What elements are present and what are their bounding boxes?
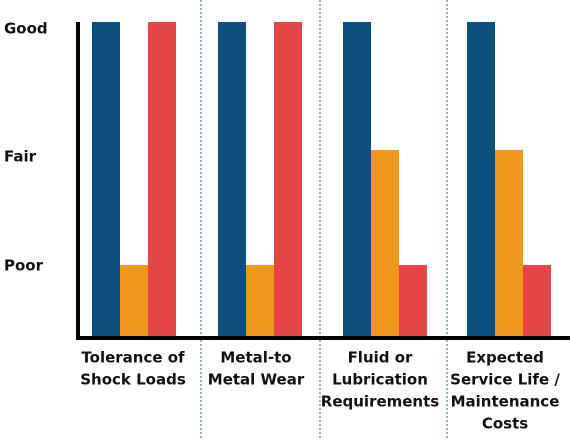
bar-series-1-cat-4 (467, 22, 495, 338)
bar-series-3-cat-4 (523, 265, 551, 338)
category-label: Shock Loads (80, 371, 186, 389)
y-tick-labels: Poor Fair Good (4, 20, 48, 275)
bar-series-2-cat-1 (120, 265, 148, 338)
bar-series-3-cat-2 (274, 22, 302, 338)
category-label: Fluid or (348, 349, 413, 367)
bar-series-3-cat-1 (148, 22, 176, 338)
category-labels: Tolerance of Shock Loads Metal-to Metal Wea… (80, 349, 560, 433)
category-label: Expected (466, 349, 544, 367)
category-label: Tolerance of (81, 349, 185, 367)
category-label: Requirements (321, 393, 440, 411)
y-tick-label: Fair (4, 148, 37, 166)
category-label: Service Life / (450, 371, 560, 389)
y-tick-label: Poor (4, 257, 44, 275)
bar-series-1-cat-3 (343, 22, 371, 338)
category-label: Lubrication (332, 371, 428, 389)
bar-series-1-cat-2 (218, 22, 246, 338)
bar-series-3-cat-3 (399, 265, 427, 338)
axes (76, 22, 570, 340)
category-label: Costs (482, 415, 528, 433)
category-label: Metal Wear (208, 371, 305, 389)
bar-series-2-cat-3 (371, 150, 399, 338)
bar-series-2-cat-2 (246, 265, 274, 338)
y-tick-label: Good (4, 20, 48, 38)
bar-series-2-cat-4 (495, 150, 523, 338)
bars (92, 22, 551, 338)
category-separators (200, 0, 448, 440)
bar-series-1-cat-1 (92, 22, 120, 338)
category-label: Metal-to (220, 349, 291, 367)
category-label: Maintenance (451, 393, 560, 411)
